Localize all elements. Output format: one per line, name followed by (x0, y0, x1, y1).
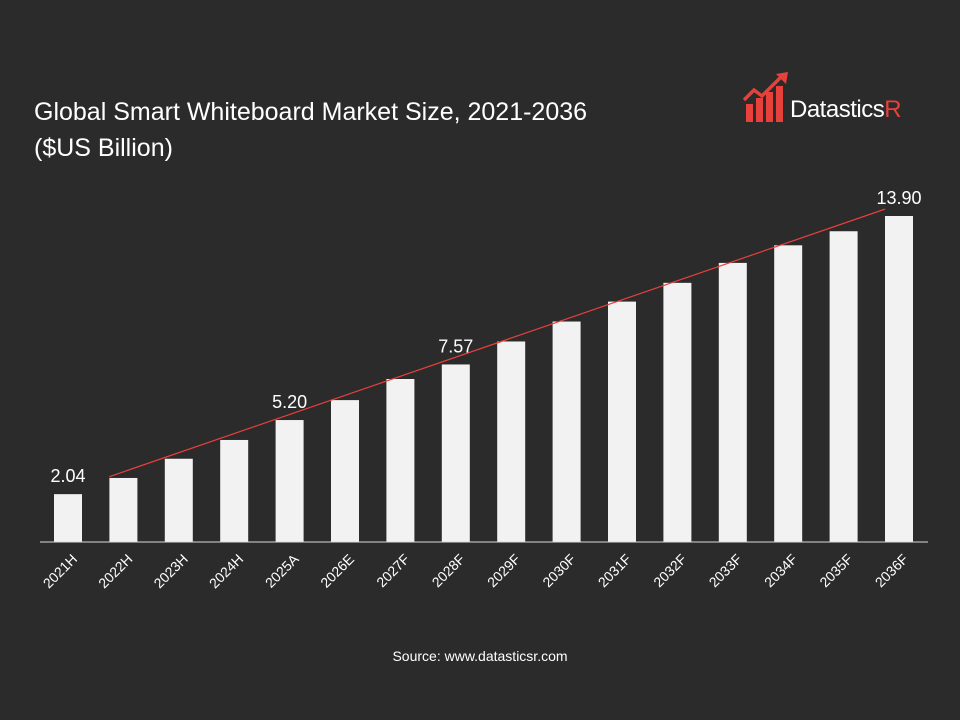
bar-2024H (220, 439, 249, 542)
chart-title-line-2: ($US Billion) (34, 134, 173, 162)
data-label-2036F: 13.90 (876, 188, 921, 208)
logo-brand-accent: R (884, 96, 902, 123)
x-tick-label-2023H: 2023H (150, 551, 190, 591)
bar-2031F (608, 301, 636, 542)
bar-2029F (497, 341, 526, 542)
bar-2034F (774, 245, 803, 543)
x-tick-label-2027F: 2027F (373, 551, 412, 590)
x-tick-label-2033F: 2033F (706, 551, 745, 590)
x-tick-label-2032F: 2032F (650, 551, 689, 590)
bar-2023H (164, 458, 193, 542)
x-tick-label-2029F: 2029F (484, 551, 523, 590)
logo-wordmark: DatasticsR (790, 96, 902, 124)
bar-2021H (54, 494, 82, 542)
data-label-2021H: 2.04 (50, 466, 85, 486)
x-tick-label-2025A: 2025A (262, 550, 302, 590)
logo-brand-main: Datastics (790, 96, 885, 123)
x-tick-label-2028F: 2028F (429, 551, 468, 590)
bar-2027F (386, 379, 415, 542)
x-tick-label-2026E: 2026E (317, 551, 357, 591)
x-tick-label-2036F: 2036F (872, 551, 911, 590)
bar-chart: 2.04 5.20 7.57 13.90 2021H 2022H 2023H 2024H 202… (40, 188, 928, 591)
source-note: Source: www.datasticsr.com (392, 648, 568, 664)
chart-title-line-1: Global Smart Whiteboard Market Size, 202… (34, 98, 588, 126)
data-label-2028F: 7.57 (438, 336, 473, 356)
bar-2025A (275, 420, 304, 542)
data-label-2025A: 5.20 (272, 392, 307, 412)
bar-2036F (885, 216, 913, 542)
trendline (109, 208, 886, 478)
x-tick-label-2024H: 2024H (206, 551, 246, 591)
bar-2028F (441, 364, 470, 542)
bar-2030F (552, 321, 581, 542)
x-tick-label-2030F: 2030F (539, 551, 578, 590)
datasticsr-logo: DatasticsR (742, 70, 922, 130)
bar-2033F (718, 262, 747, 542)
bar-2022H (109, 477, 138, 542)
x-tick-label-2035F: 2035F (816, 551, 855, 590)
x-tick-label-2034F: 2034F (761, 551, 800, 590)
bar-2026E (331, 400, 359, 542)
bar-2035F (829, 231, 858, 542)
x-tick-label-2031F: 2031F (595, 551, 634, 590)
x-tick-label-2021H: 2021H (40, 551, 80, 591)
bar-2032F (663, 282, 692, 542)
growth-chart-logo-icon (742, 72, 788, 122)
chart-title: Global Smart Whiteboard Market Size, 202… (34, 94, 714, 166)
x-tick-label-2022H: 2022H (95, 551, 135, 591)
